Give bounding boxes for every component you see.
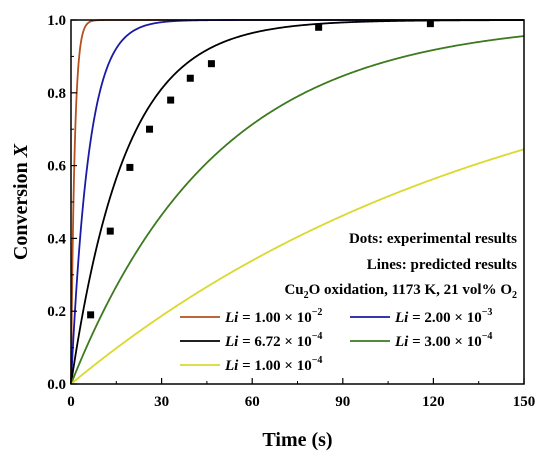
y-tick-label-5: 1.0 <box>47 13 66 29</box>
annotation-conditions-mid: O oxidation, 1173 K, 21 vol% O <box>309 282 512 298</box>
y-tick-label-1: 0.2 <box>47 304 66 320</box>
y-axis-label-var: X <box>10 143 32 158</box>
y-tick-label-0: 0.0 <box>47 377 66 393</box>
experimental-point-0 <box>87 311 95 319</box>
curves-layer <box>70 19 525 385</box>
annotation-conditions-sub2: 2 <box>512 290 517 301</box>
x-tick-label-1: 30 <box>154 394 169 410</box>
y-axis-label-text: Conversion <box>10 162 32 260</box>
legend: Li = 1.00 × 10−2 Li = 2.00 × 10−3 Li = 6.7… <box>180 307 492 374</box>
y-tick-label-4: 0.8 <box>47 86 66 102</box>
legend-label: Li = 6.72 × 10−4 <box>224 331 322 350</box>
y-axis-label: Conversion X <box>10 143 32 260</box>
points-layer <box>87 20 434 319</box>
experimental-point-4 <box>167 96 175 104</box>
x-tick-label-3: 90 <box>335 394 350 410</box>
legend-label: Li = 1.00 × 10−4 <box>224 355 322 374</box>
x-tick-label-2: 60 <box>245 394 260 410</box>
x-tick-label-4: 120 <box>422 394 445 410</box>
experimental-point-1 <box>106 227 114 235</box>
annotations: Dots: experimental results Lines: predic… <box>284 231 517 301</box>
series-line-0 <box>70 19 524 385</box>
legend-label: Li = 3.00 × 10−4 <box>394 331 492 350</box>
annotation-conditions-sub1: 2 <box>304 290 309 301</box>
experimental-point-6 <box>207 60 215 68</box>
experimental-point-2 <box>126 163 134 171</box>
experimental-point-7 <box>315 23 323 31</box>
plot-frame <box>70 19 525 385</box>
annotation-lines: Lines: predicted results <box>367 257 517 273</box>
legend-item-2: Li = 6.72 × 10−4 <box>180 331 322 350</box>
x-tick-label-5: 150 <box>513 394 536 410</box>
annotation-conditions-pre: Cu <box>284 282 303 298</box>
x-tick-label-0: 0 <box>67 394 75 410</box>
legend-label: Li = 2.00 × 10−3 <box>394 307 492 326</box>
legend-item-4: Li = 1.00 × 10−4 <box>180 355 322 374</box>
ticks-layer: 0 30 60 90 120 150 0.0 0.2 0.4 0.6 0.8 1.0 <box>47 13 535 410</box>
series-line-1 <box>70 19 524 385</box>
legend-item-3: Li = 3.00 × 10−4 <box>350 331 492 350</box>
series-line-3 <box>70 35 525 385</box>
annotation-dots: Dots: experimental results <box>349 231 517 247</box>
experimental-point-8 <box>426 20 434 28</box>
experimental-point-3 <box>146 125 154 133</box>
y-tick-label-3: 0.6 <box>47 159 66 175</box>
legend-label: Li = 1.00 × 10−2 <box>224 307 322 326</box>
experimental-point-5 <box>186 74 194 82</box>
x-axis-label: Time (s) <box>262 429 332 451</box>
legend-item-0: Li = 1.00 × 10−2 <box>180 307 322 326</box>
y-tick-label-2: 0.4 <box>47 231 66 247</box>
series-line-2 <box>70 19 524 385</box>
annotation-conditions: Cu2O oxidation, 1173 K, 21 vol% O2 <box>284 282 517 301</box>
series-line-4 <box>70 148 525 385</box>
legend-item-1: Li = 2.00 × 10−3 <box>350 307 492 326</box>
